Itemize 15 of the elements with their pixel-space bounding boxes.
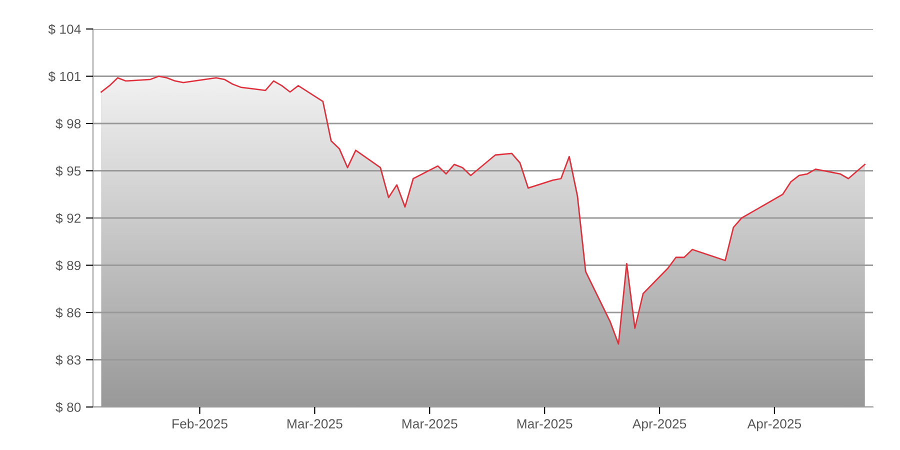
x-tick-label: Mar-2025 (288, 419, 342, 428)
x-tick-label: Apr-2025 (747, 419, 802, 432)
y-tick-label: $ 92 (56, 213, 81, 224)
x-tick-label: Mar-2025 (402, 419, 458, 428)
y-tick-label: $ 83 (56, 354, 81, 366)
y-tick-label: $ 86 (56, 308, 81, 318)
y-tick-label: $ 89 (56, 260, 81, 271)
y-tick-label: $ 101 (48, 71, 81, 82)
y-tick-label: $ 95 (56, 166, 81, 176)
x-tick-label: Apr-2025 (632, 419, 686, 432)
x-tick-label: Mar-2025 (517, 419, 572, 428)
y-tick-label: $ 80 (56, 402, 81, 413)
y-tick-label: $ 98 (56, 118, 81, 130)
y-tick-label: $ 104 (48, 24, 81, 35)
x-tick-label: Feb-2025 (172, 418, 228, 428)
